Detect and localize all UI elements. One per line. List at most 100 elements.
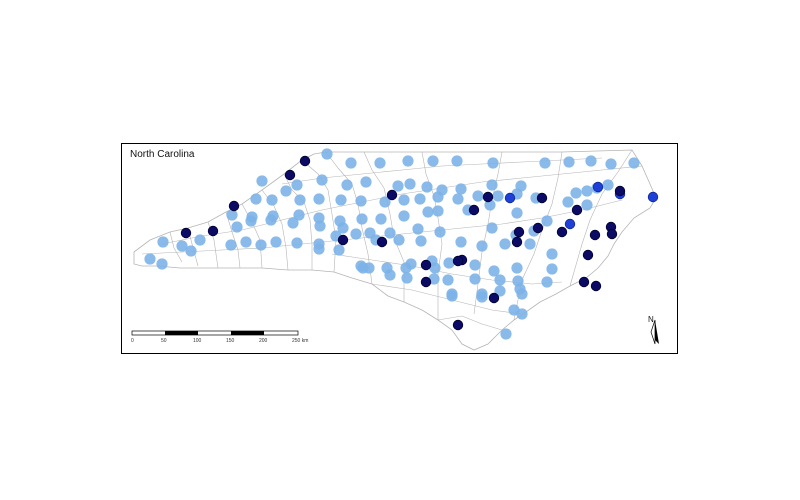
site-point-dark <box>536 192 548 204</box>
site-point-light <box>511 262 523 274</box>
site-point-light <box>500 328 512 340</box>
site-point-light <box>469 259 481 271</box>
site-point-light <box>255 239 267 251</box>
site-point-dark <box>284 169 296 181</box>
site-point-light <box>446 290 458 302</box>
site-point-light <box>421 181 433 193</box>
site-point-light <box>451 155 463 167</box>
site-point-light <box>487 157 499 169</box>
site-point-light <box>494 274 506 286</box>
site-point-light <box>379 196 391 208</box>
site-point-light <box>402 155 414 167</box>
site-point-light <box>392 180 404 192</box>
site-point-light <box>570 187 582 199</box>
scale-label-0: 0 <box>131 338 134 344</box>
site-point-light <box>337 222 349 234</box>
scale-bar <box>131 330 299 336</box>
site-point-light <box>335 194 347 206</box>
site-point-light <box>291 179 303 191</box>
county-boundary-line <box>169 231 183 263</box>
site-point-light <box>400 262 412 274</box>
county-boundary-line <box>283 173 313 270</box>
site-point-light <box>452 193 464 205</box>
site-point-light <box>511 207 523 219</box>
site-point-dark <box>228 200 240 212</box>
site-point-dark <box>582 249 594 261</box>
site-point-light <box>428 273 440 285</box>
site-point-medium <box>647 191 659 203</box>
site-point-dark <box>556 226 568 238</box>
county-boundary-line <box>161 165 643 245</box>
site-point-light <box>443 257 455 269</box>
site-point-light <box>476 291 488 303</box>
site-point-light <box>605 158 617 170</box>
site-point-light <box>546 263 558 275</box>
site-point-light <box>563 156 575 168</box>
site-point-dark <box>513 226 525 238</box>
county-boundaries <box>141 149 643 331</box>
site-point-dark <box>376 236 388 248</box>
site-point-light <box>360 176 372 188</box>
site-point-light <box>455 183 467 195</box>
site-point-light <box>581 185 593 197</box>
site-point-light <box>442 274 454 286</box>
site-point-light <box>398 194 410 206</box>
site-point-dark <box>571 204 583 216</box>
site-point-dark <box>488 292 500 304</box>
scale-label-150: 150 <box>226 338 235 344</box>
site-point-light <box>398 210 410 222</box>
site-point-light <box>434 226 446 238</box>
site-point-light <box>494 285 506 297</box>
north-arrow-icon <box>650 319 659 345</box>
site-point-light <box>321 148 333 160</box>
site-point-dark <box>452 319 464 331</box>
site-point-light <box>427 155 439 167</box>
county-boundary-line <box>241 203 263 269</box>
site-point-light <box>313 193 325 205</box>
county-boundary-line <box>141 199 623 255</box>
site-point-light <box>231 221 243 233</box>
site-point-light <box>363 262 375 274</box>
site-point-light <box>313 243 325 255</box>
site-point-light <box>472 190 484 202</box>
site-point-light <box>384 227 396 239</box>
site-point-medium <box>564 218 576 230</box>
site-point-light <box>432 191 444 203</box>
site-point-dark <box>420 259 432 271</box>
site-point-light <box>581 199 593 211</box>
site-point-light <box>384 269 396 281</box>
site-point-light <box>294 194 306 206</box>
site-point-light <box>144 253 156 265</box>
map-frame: North Carolina N 0 50 100 150 200 250 km <box>121 143 678 354</box>
site-point-dark <box>482 191 494 203</box>
site-point-light <box>488 265 500 277</box>
site-point-light <box>240 236 252 248</box>
site-point-dark <box>589 229 601 241</box>
site-point-light <box>250 193 262 205</box>
north-label: N <box>648 315 654 324</box>
site-point-light <box>265 214 277 226</box>
county-boundary-line <box>281 157 603 185</box>
scale-label-100: 100 <box>193 338 202 344</box>
site-point-dark <box>578 276 590 288</box>
site-point-light <box>541 215 553 227</box>
site-point-light <box>287 217 299 229</box>
site-point-light <box>585 155 597 167</box>
scale-label-50: 50 <box>161 338 167 344</box>
site-point-light <box>333 244 345 256</box>
site-point-light <box>546 248 558 260</box>
county-boundary-line <box>363 151 405 302</box>
site-point-medium <box>504 192 516 204</box>
site-point-light <box>524 238 536 250</box>
site-point-light <box>602 179 614 191</box>
site-point-light <box>429 262 441 274</box>
site-point-light <box>356 213 368 225</box>
site-point-light <box>401 272 413 284</box>
site-point-light <box>486 179 498 191</box>
site-point-light <box>516 288 528 300</box>
site-point-light <box>476 240 488 252</box>
site-point-light <box>415 235 427 247</box>
scale-label-200: 200 <box>259 338 268 344</box>
site-point-light <box>422 206 434 218</box>
site-point-light <box>314 220 326 232</box>
